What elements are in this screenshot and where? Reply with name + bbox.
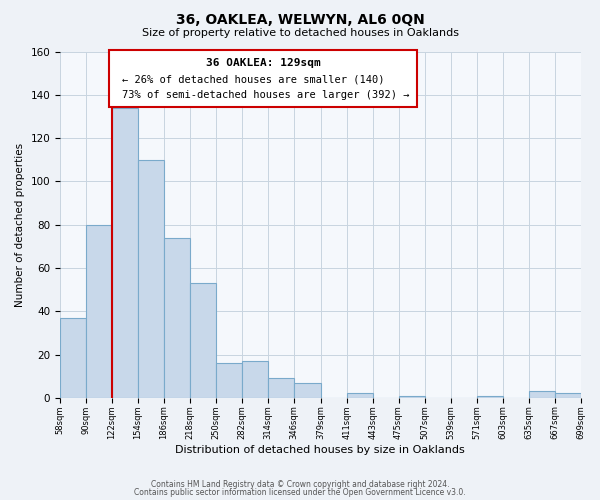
- Bar: [294, 382, 320, 398]
- Text: Contains HM Land Registry data © Crown copyright and database right 2024.: Contains HM Land Registry data © Crown c…: [151, 480, 449, 489]
- X-axis label: Distribution of detached houses by size in Oaklands: Distribution of detached houses by size …: [175, 445, 465, 455]
- Bar: [138, 160, 164, 398]
- Bar: [60, 318, 86, 398]
- Bar: [190, 283, 216, 398]
- Bar: [268, 378, 294, 398]
- FancyBboxPatch shape: [109, 50, 416, 107]
- Bar: [86, 224, 112, 398]
- Bar: [529, 392, 554, 398]
- Y-axis label: Number of detached properties: Number of detached properties: [15, 142, 25, 306]
- Text: 36, OAKLEA, WELWYN, AL6 0QN: 36, OAKLEA, WELWYN, AL6 0QN: [176, 12, 424, 26]
- Bar: [554, 394, 581, 398]
- Bar: [112, 108, 138, 398]
- Bar: [242, 361, 268, 398]
- Bar: [398, 396, 425, 398]
- Text: Size of property relative to detached houses in Oaklands: Size of property relative to detached ho…: [142, 28, 458, 38]
- Bar: [216, 363, 242, 398]
- Text: Contains public sector information licensed under the Open Government Licence v3: Contains public sector information licen…: [134, 488, 466, 497]
- Text: 36 OAKLEA: 129sqm: 36 OAKLEA: 129sqm: [206, 58, 320, 68]
- Bar: [476, 396, 503, 398]
- Bar: [347, 394, 373, 398]
- Text: ← 26% of detached houses are smaller (140): ← 26% of detached houses are smaller (14…: [122, 74, 385, 84]
- Bar: [164, 238, 190, 398]
- Text: 73% of semi-detached houses are larger (392) →: 73% of semi-detached houses are larger (…: [122, 90, 410, 100]
